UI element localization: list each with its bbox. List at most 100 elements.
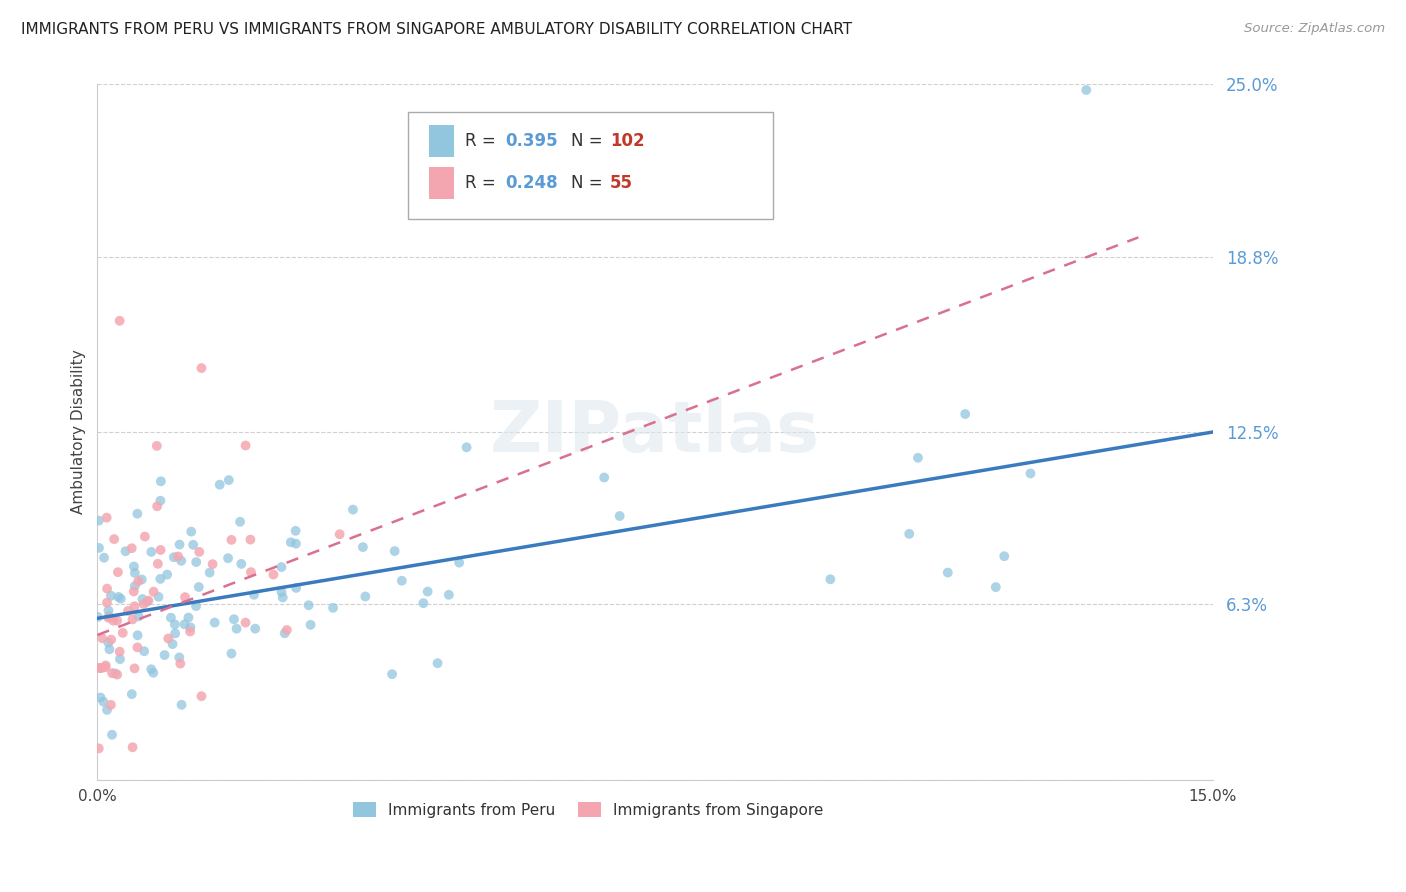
Point [108,314,131,328]
Point [456,440,478,454]
Point [354,590,377,604]
Point [101,666,124,681]
Point [181,538,204,552]
Point [239,565,262,579]
Point [280,535,302,549]
Point [270,560,292,574]
Point [97,635,120,649]
Point [142,584,165,599]
Point [208,477,231,491]
Point [270,585,292,599]
Point [299,617,322,632]
Point [169,537,191,551]
Point [132,597,155,611]
Point [157,632,180,646]
Point [416,584,439,599]
Point [170,554,193,568]
Point [384,544,406,558]
Point [96,582,118,596]
Point [89,690,111,705]
Point [100,632,122,647]
Point [107,590,129,604]
Point [235,438,257,452]
Text: 0.248: 0.248 [505,174,557,192]
Point [953,407,976,421]
Point [221,647,243,661]
Point [136,595,159,609]
Point [449,556,471,570]
Point [134,530,156,544]
Point [103,532,125,546]
Point [148,590,170,604]
Point [820,572,842,586]
Point [87,610,110,624]
Text: 0.395: 0.395 [505,132,557,150]
Point [96,703,118,717]
Point [179,620,201,634]
Point [131,573,153,587]
Point [124,566,146,580]
Point [243,588,266,602]
Point [1019,467,1042,481]
Point [262,567,284,582]
Point [907,450,929,465]
Point [127,628,149,642]
Point [127,507,149,521]
Point [89,661,111,675]
Point [124,579,146,593]
Point [87,741,110,756]
Point [284,537,307,551]
Point [141,662,163,676]
Point [204,615,226,630]
Point [322,600,344,615]
Point [101,728,124,742]
Point [186,555,208,569]
Point [609,508,631,523]
Point [131,592,153,607]
Point [121,687,143,701]
Point [342,502,364,516]
Point [437,588,460,602]
Point [141,545,163,559]
Point [122,559,145,574]
Point [124,599,146,614]
Point [285,581,308,595]
Point [90,661,112,675]
Point [122,584,145,599]
Point [96,510,118,524]
Point [121,740,143,755]
Point [163,617,186,632]
Point [217,551,239,566]
Point [124,661,146,675]
Point [110,591,132,606]
Point [114,544,136,558]
Point [167,549,190,564]
Point [127,574,149,589]
Point [146,439,169,453]
Point [91,631,114,645]
Point [121,541,143,556]
Point [593,470,616,484]
Text: R =: R = [465,132,502,150]
Point [165,626,187,640]
Point [103,614,125,628]
Point [276,623,298,637]
Point [128,609,150,624]
Point [87,514,110,528]
Point [177,610,200,624]
Point [271,591,294,605]
Text: IMMIGRANTS FROM PERU VS IMMIGRANTS FROM SINGAPORE AMBULATORY DISABILITY CORRELAT: IMMIGRANTS FROM PERU VS IMMIGRANTS FROM … [21,22,852,37]
Point [146,500,169,514]
Point [187,580,209,594]
Point [93,695,115,709]
Point [149,493,172,508]
Point [190,361,212,376]
Point [225,622,247,636]
Point [121,612,143,626]
Point [127,640,149,655]
Point [146,557,169,571]
Point [231,557,253,571]
Point [412,596,434,610]
Point [138,593,160,607]
Point [149,572,172,586]
